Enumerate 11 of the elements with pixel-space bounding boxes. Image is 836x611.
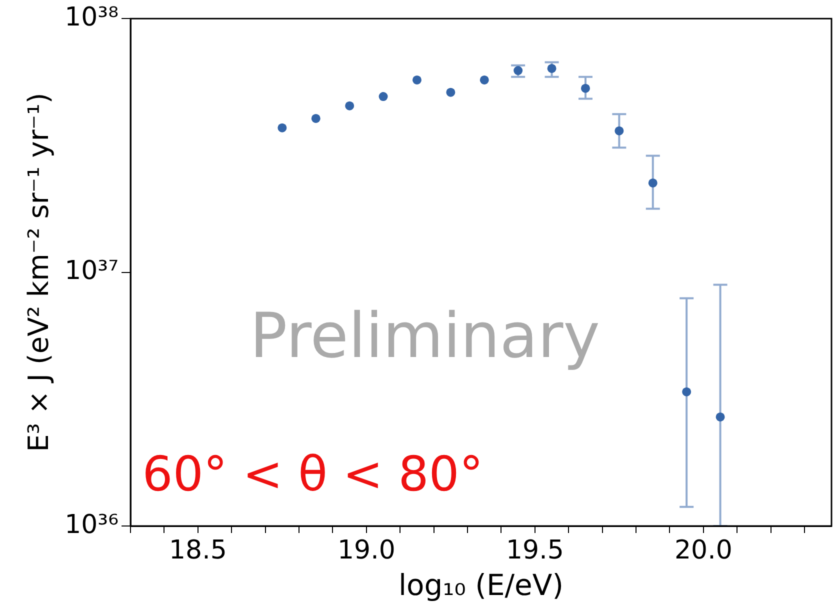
y-axis-title: E³ × J (eV² km⁻² sr⁻¹ yr⁻¹) [22, 92, 56, 452]
y-tick-label: 10³⁷ [64, 256, 119, 286]
x-tick-label: 20.0 [674, 535, 732, 566]
annotation: 60° < θ < 80° [142, 446, 484, 502]
y-tick-label: 10³⁸ [64, 2, 119, 32]
annotation: Preliminary [250, 298, 600, 372]
y-tick-label: 10³⁶ [64, 510, 119, 540]
x-tick-label: 19.5 [506, 535, 564, 566]
x-axis-title: log₁₀ (E/eV) [398, 568, 564, 602]
x-tick-label: 19.0 [337, 535, 396, 566]
x-tick-label: 18.5 [168, 535, 227, 566]
